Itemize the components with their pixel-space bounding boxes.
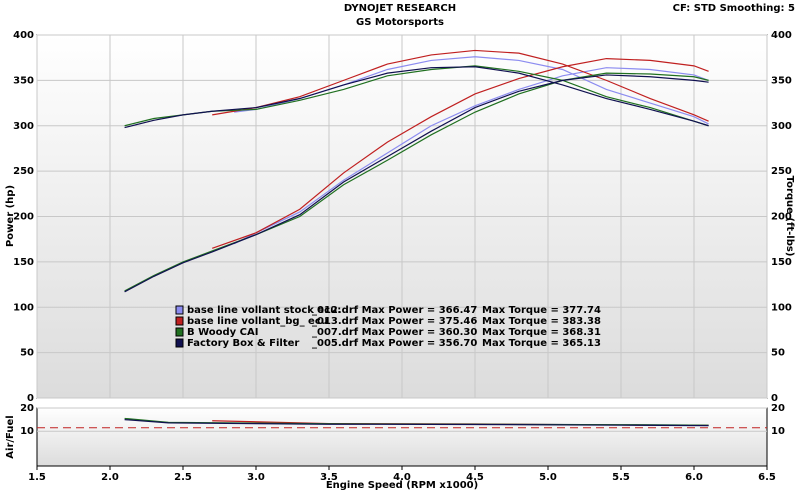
legend-run: _007.drf Max Power = 360.30 (312, 327, 477, 338)
x-tick-label: 3.0 (247, 472, 265, 483)
legend-torque: Max Torque = 368.31 (482, 327, 601, 338)
power-line (233, 67, 709, 245)
y2-tick-label: 50 (771, 348, 785, 359)
y2-tick-label: 250 (771, 166, 792, 177)
y2-tick-label: 200 (771, 212, 792, 223)
y2-tick-label: 100 (771, 302, 792, 313)
x-tick-label: 5.0 (539, 472, 557, 483)
legend-torque: Max Torque = 377.74 (482, 305, 601, 316)
settings: CF: STD Smoothing: 5 (673, 3, 795, 14)
x-tick-label: 2.5 (174, 472, 192, 483)
legend-swatch (175, 316, 184, 326)
legend-swatch (175, 327, 184, 337)
power-line (212, 57, 709, 249)
legend-swatch (175, 305, 184, 315)
y-axis-title: Power (hp) (5, 185, 16, 247)
y2-tick-label: 0 (771, 393, 778, 404)
legend-torque: Max Torque = 383.38 (482, 316, 601, 327)
x-tick-label: 5.5 (612, 472, 630, 483)
legend-name: base line vollant stock ecu: (187, 305, 341, 316)
torque-line (212, 49, 709, 122)
y-tick-label: 350 (13, 75, 34, 86)
x-tick-label: 6.0 (685, 472, 703, 483)
y-tick-label: 400 (13, 30, 34, 41)
subtitle: GS Motorsports (356, 17, 444, 28)
torque-line (124, 66, 709, 129)
y2-tick-label: 400 (771, 30, 792, 41)
y2-axis-title: Torque (ft-lbs) (784, 176, 795, 257)
legend-run: _005.drf Max Power = 356.70 (312, 338, 477, 349)
legend-swatch (175, 338, 184, 348)
legend-name: Factory Box & Filter (187, 338, 299, 349)
x-axis-title: Engine Speed (RPM x1000) (326, 480, 478, 491)
afr-tick-label: 20 (20, 403, 34, 414)
legend-run: _012.drf Max Power = 366.47 (312, 305, 477, 316)
y-tick-label: 50 (20, 348, 34, 359)
afr-axis-title: Air/Fuel (5, 415, 16, 458)
x-tick-label: 1.5 (28, 472, 46, 483)
afr-plot-area (36, 407, 768, 467)
power-line (124, 74, 709, 293)
legend-name: base line vollant_bg_ ecu (187, 316, 328, 327)
y-tick-label: 200 (13, 212, 34, 223)
legend-name: B Woody CAI (187, 327, 258, 338)
x-tick-label: 3.5 (320, 472, 338, 483)
x-tick-label: 4.5 (466, 472, 484, 483)
x-tick-label: 4.0 (393, 472, 411, 483)
y2-tick-label: 350 (771, 75, 792, 86)
legend-run: _013.drf Max Power = 375.46 (312, 316, 477, 327)
legend-torque: Max Torque = 365.13 (482, 338, 601, 349)
y-tick-label: 300 (13, 121, 34, 132)
y-tick-label: 0 (27, 393, 34, 404)
y-tick-label: 100 (13, 302, 34, 313)
x-tick-label: 6.5 (758, 472, 776, 483)
afr-tick-label-right: 20 (771, 403, 785, 414)
afr-line (124, 419, 709, 427)
afr-tick-label-right: 10 (771, 426, 785, 437)
y-tick-label: 150 (13, 257, 34, 268)
y-tick-label: 250 (13, 166, 34, 177)
x-tick-label: 2.0 (101, 472, 119, 483)
y2-tick-label: 150 (771, 257, 792, 268)
title: DYNOJET RESEARCH (344, 3, 456, 14)
y2-tick-label: 300 (771, 121, 792, 132)
power-line (124, 72, 709, 292)
afr-tick-label: 10 (20, 426, 34, 437)
